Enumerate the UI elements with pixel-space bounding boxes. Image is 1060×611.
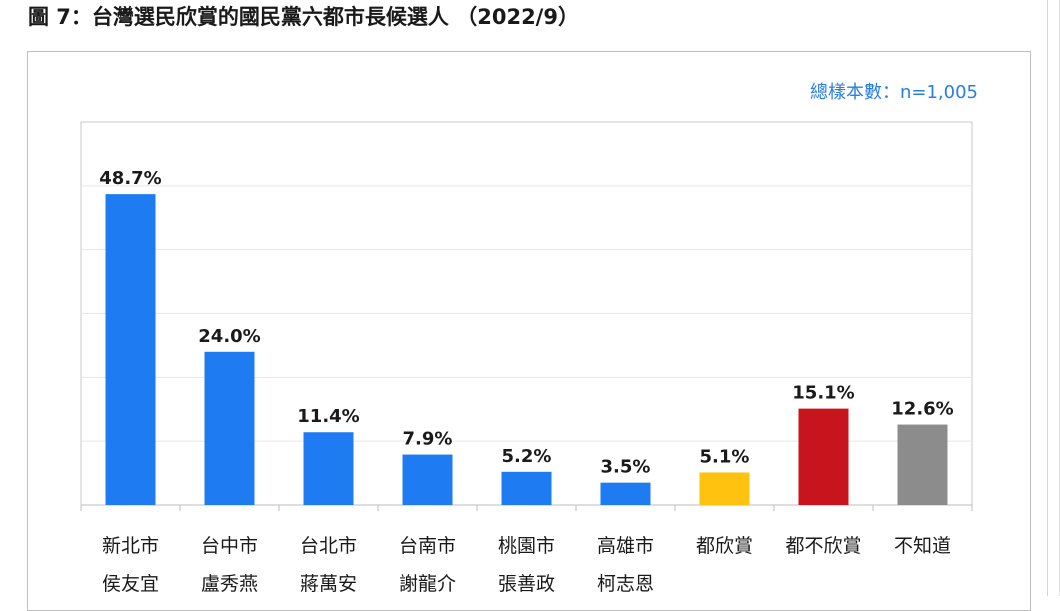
bar xyxy=(402,454,453,505)
sample-size-note: 總樣本數：n=1,005 xyxy=(809,82,978,103)
category-label: 台中市 xyxy=(201,535,258,557)
bar xyxy=(798,408,849,505)
category-label: 都欣賞 xyxy=(696,535,753,557)
category-label: 桃園市 xyxy=(498,535,555,557)
category-label: 侯友宜 xyxy=(102,573,159,595)
category-label: 不知道 xyxy=(894,535,951,557)
value-labels: 48.7% 24.0% 11.4% 7.9% 5.2% 3.5% 5.1% 15.1% 12.6… xyxy=(99,168,953,478)
value-label: 15.1% xyxy=(792,383,854,404)
value-label: 12.6% xyxy=(891,399,953,420)
category-label: 蔣萬安 xyxy=(300,573,357,595)
category-label: 台北市 xyxy=(300,535,357,557)
bar xyxy=(600,482,651,505)
bar-chart: 48.7% 24.0% 11.4% 7.9% 5.2% 3.5% 5.1% 15.1% 12.6… xyxy=(80,121,973,595)
value-label: 11.4% xyxy=(297,406,359,427)
category-label: 謝龍介 xyxy=(399,573,456,595)
category-label: 新北市 xyxy=(102,535,159,557)
figure-title: 圖 7：台灣選民欣賞的國民黨六都市長候選人 （2022/9） xyxy=(28,5,579,29)
category-label: 台南市 xyxy=(399,535,456,557)
bars xyxy=(105,194,948,506)
category-label: 張善政 xyxy=(498,573,555,595)
bar xyxy=(501,471,552,505)
bar xyxy=(897,424,948,505)
category-label: 柯志恩 xyxy=(597,573,654,595)
bar xyxy=(303,432,354,505)
value-label: 5.1% xyxy=(700,446,750,467)
value-label: 7.9% xyxy=(403,429,453,450)
value-label: 24.0% xyxy=(198,326,260,347)
category-label: 盧秀燕 xyxy=(201,573,258,595)
value-label: 3.5% xyxy=(601,457,651,478)
bar xyxy=(204,351,255,505)
bar xyxy=(105,194,156,506)
category-label: 高雄市 xyxy=(597,535,654,557)
bar xyxy=(699,472,750,505)
value-label: 5.2% xyxy=(502,446,552,467)
value-label: 48.7% xyxy=(99,168,161,189)
category-label: 都不欣賞 xyxy=(785,535,861,557)
